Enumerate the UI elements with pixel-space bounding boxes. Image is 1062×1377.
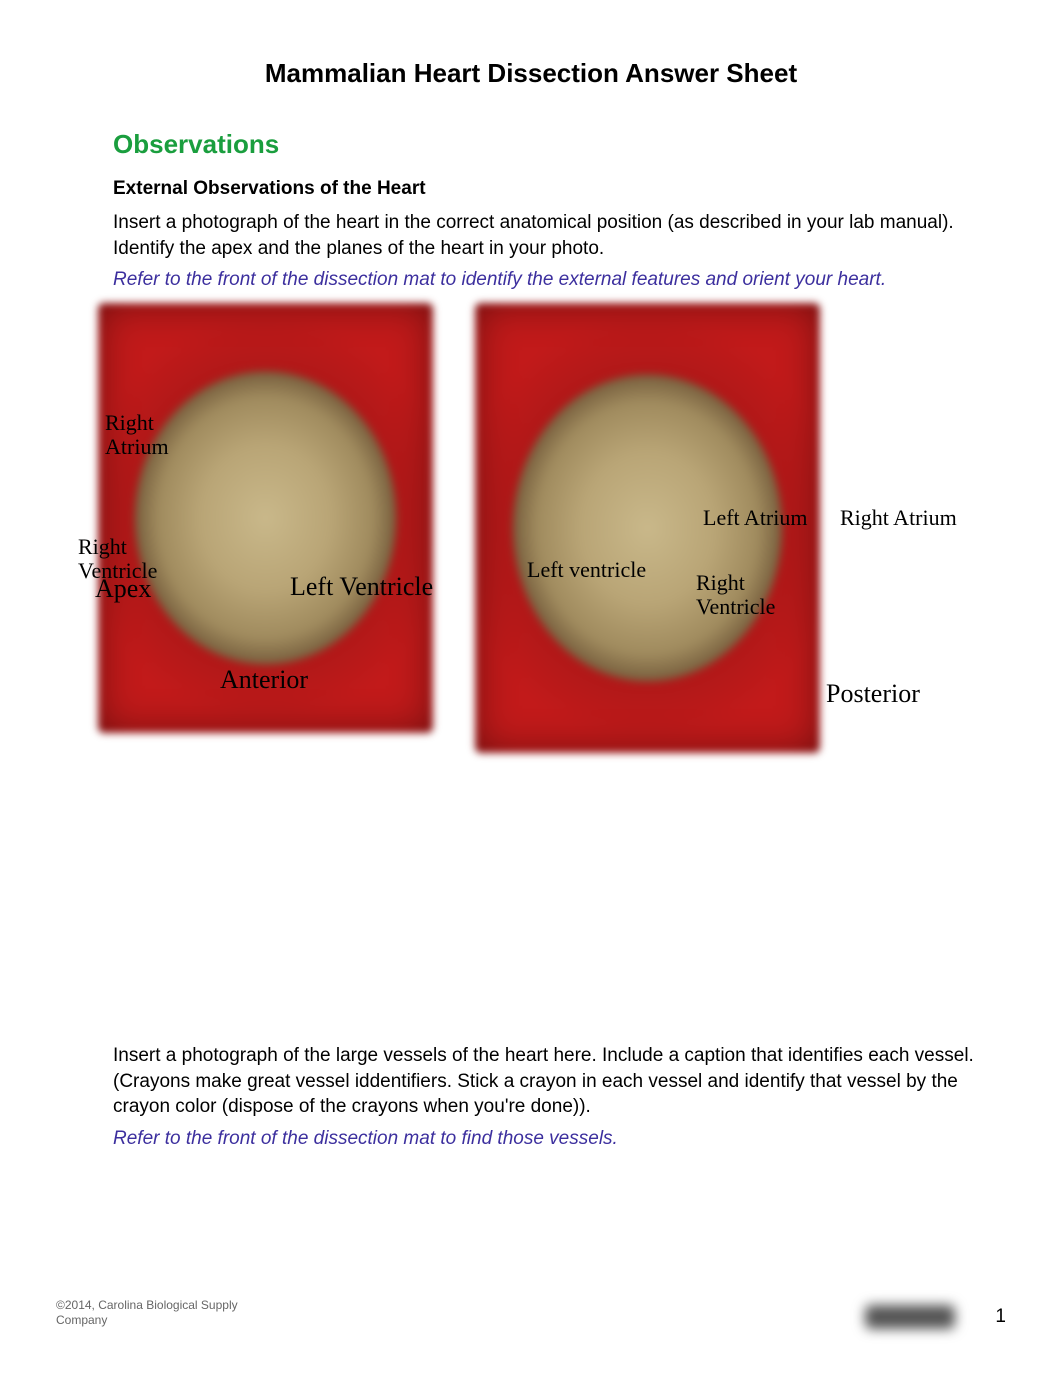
annotation-left-atrium-b: Left Atrium [703,506,807,530]
instruction-paragraph-1: Insert a photograph of the heart in the … [113,210,1002,261]
annotation-right-atrium-a: Right Atrium [105,411,169,459]
annotation-anterior: Anterior [220,666,308,695]
page-footer: ©2014, Carolina Biological Supply Compan… [56,1298,1006,1329]
second-instruction-block: Insert a photograph of the large vessels… [113,1043,1002,1152]
note-text-2: Refer to the front of the dissection mat… [113,1126,1002,1152]
copyright-text: ©2014, Carolina Biological Supply Compan… [56,1298,276,1329]
page-number: 1 [995,1306,1006,1328]
instruction-paragraph-2: Insert a photograph of the large vessels… [113,1043,1002,1120]
sub-heading-external: External Observations of the Heart [113,178,1002,200]
annotation-right-ventricle-b: Right Ventricle [696,571,775,619]
annotation-apex: Apex [95,575,151,604]
page-title: Mammalian Heart Dissection Answer Sheet [0,0,1062,129]
redacted-mark [865,1305,955,1329]
images-row: Right Atrium Right Ventricle Apex Left V… [113,303,1002,773]
section-heading-observations: Observations [113,129,1002,160]
footer-right: 1 [865,1305,1006,1329]
note-text-1: Refer to the front of the dissection mat… [113,267,1002,293]
annotation-posterior: Posterior [826,680,920,709]
annotation-left-ventricle-b: Left ventricle [527,558,646,582]
annotation-right-atrium-b: Right Atrium [840,506,957,530]
annotation-left-ventricle-a: Left Ventricle [290,573,433,602]
content-area: Observations External Observations of th… [0,129,1062,1151]
